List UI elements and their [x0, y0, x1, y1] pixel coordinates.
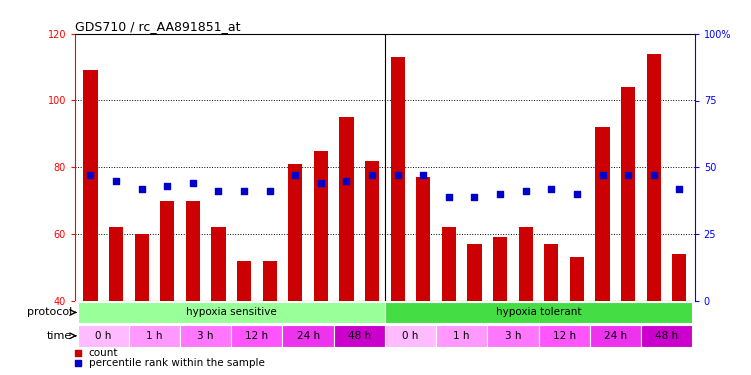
Point [264, 188, 276, 194]
Text: protocol: protocol [27, 308, 72, 317]
Text: 48 h: 48 h [655, 331, 678, 341]
Point [418, 172, 430, 178]
Text: 12 h: 12 h [246, 331, 268, 341]
Bar [185, 201, 200, 301]
Bar [180, 325, 231, 346]
Bar [314, 150, 328, 301]
Bar [109, 227, 123, 301]
Point [289, 172, 301, 178]
Point [72, 350, 84, 356]
Text: 1 h: 1 h [454, 331, 470, 341]
Bar [641, 325, 692, 346]
Bar [436, 325, 487, 346]
Point [136, 186, 148, 192]
Bar [391, 57, 405, 301]
Bar [416, 177, 430, 301]
Text: 1 h: 1 h [146, 331, 163, 341]
Bar [385, 325, 436, 346]
Text: 48 h: 48 h [348, 331, 371, 341]
Bar [385, 302, 692, 323]
Text: count: count [89, 348, 118, 358]
Bar [339, 117, 354, 301]
Bar [590, 325, 641, 346]
Text: 24 h: 24 h [604, 331, 627, 341]
Bar [519, 227, 532, 301]
Bar [237, 261, 251, 301]
Point [443, 194, 455, 200]
Text: hypoxia sensitive: hypoxia sensitive [186, 308, 276, 317]
Bar [83, 70, 98, 301]
Text: GDS710 / rc_AA891851_at: GDS710 / rc_AA891851_at [75, 20, 240, 33]
Point [366, 172, 378, 178]
Point [674, 186, 686, 192]
Bar [134, 234, 149, 301]
Bar [672, 254, 686, 301]
Bar [129, 325, 180, 346]
Text: 24 h: 24 h [297, 331, 320, 341]
Bar [212, 227, 225, 301]
Text: hypoxia tolerant: hypoxia tolerant [496, 308, 581, 317]
Bar [621, 87, 635, 301]
Text: 0 h: 0 h [403, 331, 418, 341]
Bar [487, 325, 538, 346]
Bar [231, 325, 282, 346]
Bar [596, 127, 610, 301]
Bar [544, 244, 558, 301]
Point [545, 186, 557, 192]
Point [340, 178, 352, 184]
Point [187, 180, 199, 186]
Bar [442, 227, 456, 301]
Bar [160, 201, 174, 301]
Point [213, 188, 225, 194]
Bar [493, 237, 507, 301]
Point [469, 194, 481, 200]
Bar [77, 325, 129, 346]
Text: percentile rank within the sample: percentile rank within the sample [89, 358, 264, 368]
Text: time: time [47, 331, 72, 341]
Point [161, 183, 173, 189]
Bar [538, 325, 590, 346]
Point [647, 172, 659, 178]
Bar [467, 244, 481, 301]
Bar [288, 164, 303, 301]
Bar [570, 257, 584, 301]
Point [571, 191, 583, 197]
Point [72, 360, 84, 366]
Bar [647, 54, 661, 301]
Point [84, 172, 96, 178]
Point [494, 191, 506, 197]
Text: 3 h: 3 h [505, 331, 521, 341]
Text: 3 h: 3 h [198, 331, 214, 341]
Text: 0 h: 0 h [95, 331, 111, 341]
Bar [282, 325, 333, 346]
Point [392, 172, 404, 178]
Point [315, 180, 327, 186]
Text: 12 h: 12 h [553, 331, 576, 341]
Point [622, 172, 634, 178]
Bar [365, 160, 379, 301]
Point [110, 178, 122, 184]
Bar [77, 302, 385, 323]
Point [596, 172, 608, 178]
Bar [333, 325, 385, 346]
Point [238, 188, 250, 194]
Bar [263, 261, 276, 301]
Point [520, 188, 532, 194]
